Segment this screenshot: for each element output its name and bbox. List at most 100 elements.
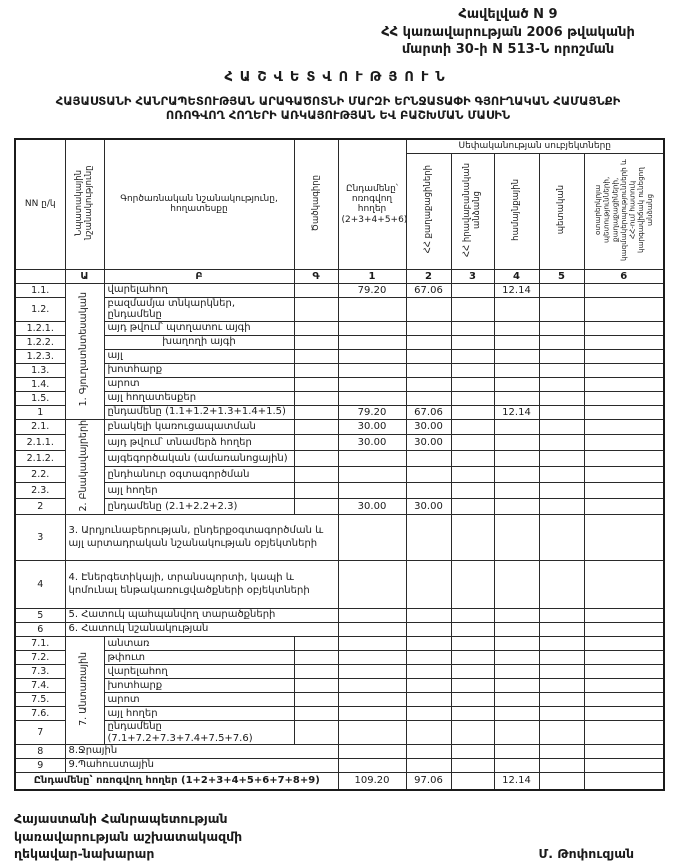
value-cell	[583, 560, 665, 610]
table-row-protected: 5 5. Հատուկ պահպանվող տարածքների	[14, 608, 665, 624]
row-label: արոտ	[103, 692, 295, 708]
table-row: 1.4. արոտ	[14, 376, 665, 392]
value-cell	[583, 720, 665, 746]
value-cell	[450, 450, 495, 468]
page-subtitle-1: ՀԱՅԱՍՏԱՆԻ ՀԱՆՐԱՊԵՏՈՒԹՅԱՆ ԱՐԱԳԱԾՈՏՆԻ ՄԱՐԶ…	[55, 94, 621, 108]
value-cell	[583, 608, 665, 624]
table-row: 2.3. այլ հողեր	[14, 482, 665, 500]
value-cell	[450, 466, 495, 484]
grand-total-label: Ընդամենը՝ ոռոգվող հողեր (1+2+3+4+5+6+7+8…	[14, 772, 339, 791]
value-cell	[538, 692, 585, 708]
value-cell	[450, 390, 495, 406]
section-label-settlements-text: 2. Բնակավայրերի	[78, 419, 90, 512]
row-number: 2.1.2.	[14, 450, 66, 468]
value-cell: 30.00	[337, 498, 407, 516]
value-cell	[583, 348, 665, 364]
section-label-settlements: 2. Բնակավայրերի	[64, 418, 105, 516]
signatory-line-2: կառավարության աշխատակազմի	[14, 828, 243, 844]
value-cell	[583, 376, 665, 392]
value-cell	[337, 692, 407, 708]
row-number: 1.2.	[14, 296, 66, 322]
value-cell	[337, 678, 407, 694]
value-cell	[538, 334, 585, 350]
table-row: 1.2.2. խաղողի այգի	[14, 334, 665, 350]
value-cell	[583, 514, 665, 562]
row-number: 1.1.	[14, 282, 66, 298]
value-cell	[337, 296, 407, 322]
value-cell	[450, 362, 495, 378]
value-cell	[538, 498, 585, 516]
table-row: 7.1. 7. Անտառային անտառ	[14, 636, 665, 746]
code-cell	[293, 692, 339, 708]
value-cell	[337, 664, 407, 680]
value-cell	[337, 320, 407, 336]
code-cell	[293, 362, 339, 378]
col-header-code: Ծածկագիրը	[293, 138, 339, 270]
col-header-own-state: պետական	[538, 152, 585, 270]
value-cell	[337, 636, 407, 652]
table-row-subtotal: 7 ընդամենը (7.1+7.2+7.3+7.4+7.5+7.6)	[14, 720, 665, 746]
value-cell	[538, 744, 585, 760]
value-cell	[405, 296, 452, 322]
table-row: 7.6. այլ հողեր	[14, 706, 665, 722]
value-cell	[450, 772, 495, 791]
value-cell	[450, 498, 495, 516]
value-cell: 79.20	[337, 282, 407, 298]
appendix-block: Հավելված N 9 ՀՀ կառավարության 2006 թվակա…	[348, 6, 668, 59]
value-cell	[493, 482, 540, 500]
irrigated-lands-table: NN ը/կ Նպատակային նշանակությունը Գործառն…	[14, 138, 665, 791]
value-cell	[538, 720, 585, 746]
value-cell	[405, 514, 452, 562]
value-cell	[337, 622, 407, 638]
table-row: 7.2. թփուտ	[14, 650, 665, 666]
table-row: 1.1. 1. Գյուղատնտեսական վարելահող 79.20 …	[14, 282, 665, 420]
value-cell: 30.00	[405, 434, 452, 452]
row-number: 1.2.3.	[14, 348, 66, 364]
value-cell	[583, 466, 665, 484]
code-cell	[293, 348, 339, 364]
table-row-subtotal: 2 ընդամենը (2.1+2.2+2.3) 30.00 30.00	[14, 498, 665, 516]
col-header-nn: NN ը/կ	[14, 138, 66, 270]
row-number: 1.4.	[14, 376, 66, 392]
value-cell: 30.00	[405, 418, 452, 436]
section-label-forest: 7. Անտառային	[64, 636, 105, 746]
row-label: ընդամենը (1.1+1.2+1.3+1.4+1.5)	[103, 404, 295, 420]
col-header-own-state-text: պետական	[556, 184, 567, 235]
letter-cell: Բ	[103, 268, 295, 284]
value-cell	[450, 636, 495, 652]
value-cell	[538, 482, 585, 500]
row-label: այլ հողեր	[103, 706, 295, 722]
grand-total-c4: 12.14	[493, 772, 540, 791]
value-cell	[337, 706, 407, 722]
value-cell	[583, 692, 665, 708]
section-label-agricultural-text: 1. Գյուղատնտեսական	[78, 292, 90, 407]
row-label: ընդհանուր օգտագործման	[103, 466, 295, 484]
row-label: այդ թվում՝ տնամերձ հողեր	[103, 434, 295, 452]
value-cell	[493, 608, 540, 624]
col-header-own-foreign: օտարերկրյա պետությունների, քաղաքացիների,…	[583, 152, 665, 270]
page-title: ՀԱՇՎԵՏՎՈՒԹՅՈՒՆ	[224, 70, 452, 85]
col-header-purpose: Նպատակային նշանակությունը	[64, 138, 105, 270]
row-number: 3	[14, 514, 66, 562]
letter-cell: 5	[538, 268, 585, 284]
table-row: 7.3. վարելահող	[14, 664, 665, 680]
value-cell	[405, 482, 452, 500]
value-cell	[337, 514, 407, 562]
value-cell: 30.00	[337, 418, 407, 436]
letter-cell-empty	[14, 268, 66, 284]
value-cell	[405, 320, 452, 336]
value-cell	[583, 390, 665, 406]
code-cell	[293, 320, 339, 336]
value-cell	[493, 692, 540, 708]
row-number: 7.2.	[14, 650, 66, 666]
value-cell	[405, 362, 452, 378]
value-cell	[493, 744, 540, 760]
value-cell	[450, 282, 495, 298]
code-cell	[293, 678, 339, 694]
value-cell	[337, 334, 407, 350]
value-cell	[493, 418, 540, 436]
value-cell	[538, 650, 585, 666]
value-cell	[450, 706, 495, 722]
value-cell: 67.06	[405, 282, 452, 298]
value-cell	[405, 622, 452, 638]
